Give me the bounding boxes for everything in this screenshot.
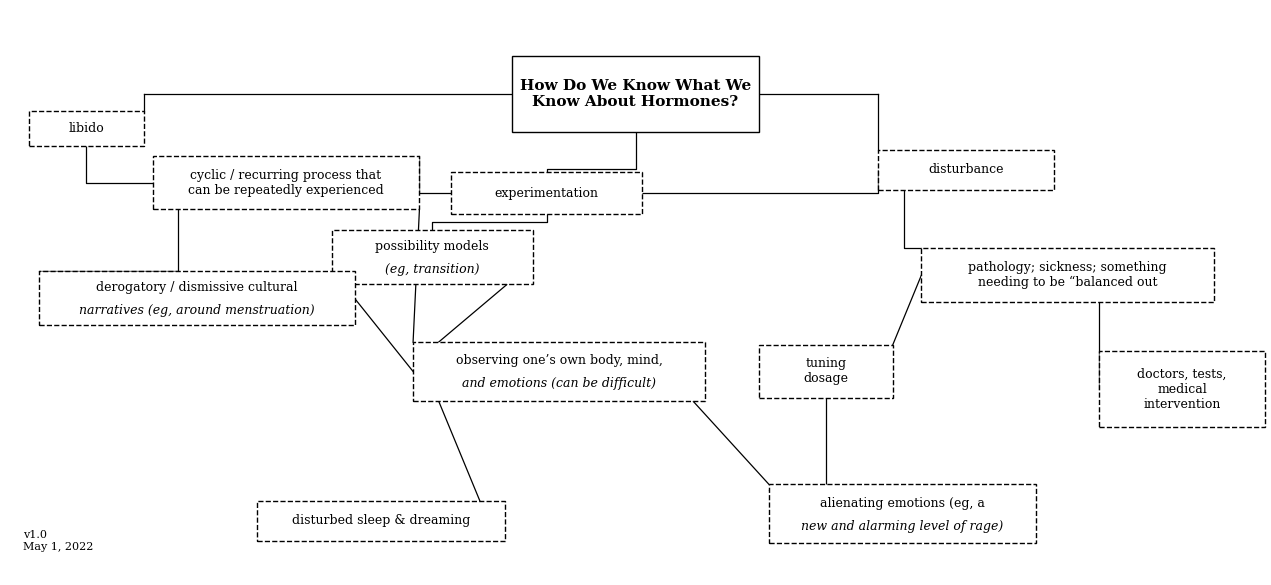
FancyBboxPatch shape xyxy=(29,111,144,146)
Text: observing one’s own body, mind,: observing one’s own body, mind, xyxy=(456,355,662,367)
FancyBboxPatch shape xyxy=(39,271,355,325)
Text: and emotions (can be difficult): and emotions (can be difficult) xyxy=(463,377,656,390)
FancyBboxPatch shape xyxy=(451,172,642,214)
Text: possibility models: possibility models xyxy=(375,240,489,253)
Text: alienating emotions (eg, a: alienating emotions (eg, a xyxy=(820,497,985,510)
Text: libido: libido xyxy=(69,122,104,135)
Text: derogatory / dismissive cultural: derogatory / dismissive cultural xyxy=(97,281,297,294)
Text: v1.0
May 1, 2022: v1.0 May 1, 2022 xyxy=(23,531,93,552)
Text: narratives (eg, around menstruation): narratives (eg, around menstruation) xyxy=(79,304,315,316)
Text: (eg, transition): (eg, transition) xyxy=(385,263,479,276)
FancyBboxPatch shape xyxy=(769,484,1036,543)
FancyBboxPatch shape xyxy=(153,156,419,209)
FancyBboxPatch shape xyxy=(1099,351,1265,427)
Text: tuning
dosage: tuning dosage xyxy=(803,357,849,386)
Text: disturbance: disturbance xyxy=(928,163,1004,176)
Text: new and alarming level of rage): new and alarming level of rage) xyxy=(801,520,1004,533)
Text: pathology; sickness; something
needing to be “balanced out: pathology; sickness; something needing t… xyxy=(969,261,1167,289)
FancyBboxPatch shape xyxy=(878,150,1054,190)
FancyBboxPatch shape xyxy=(257,501,505,541)
FancyBboxPatch shape xyxy=(511,56,759,132)
Text: experimentation: experimentation xyxy=(494,187,599,199)
FancyBboxPatch shape xyxy=(413,342,705,401)
Text: doctors, tests,
medical
intervention: doctors, tests, medical intervention xyxy=(1138,367,1227,411)
Text: cyclic / recurring process that
can be repeatedly experienced: cyclic / recurring process that can be r… xyxy=(188,168,384,197)
Text: How Do We Know What We
Know About Hormones?: How Do We Know What We Know About Hormon… xyxy=(520,78,751,109)
FancyBboxPatch shape xyxy=(760,345,892,398)
FancyBboxPatch shape xyxy=(332,230,533,284)
FancyBboxPatch shape xyxy=(921,248,1214,302)
Text: disturbed sleep & dreaming: disturbed sleep & dreaming xyxy=(292,514,470,527)
